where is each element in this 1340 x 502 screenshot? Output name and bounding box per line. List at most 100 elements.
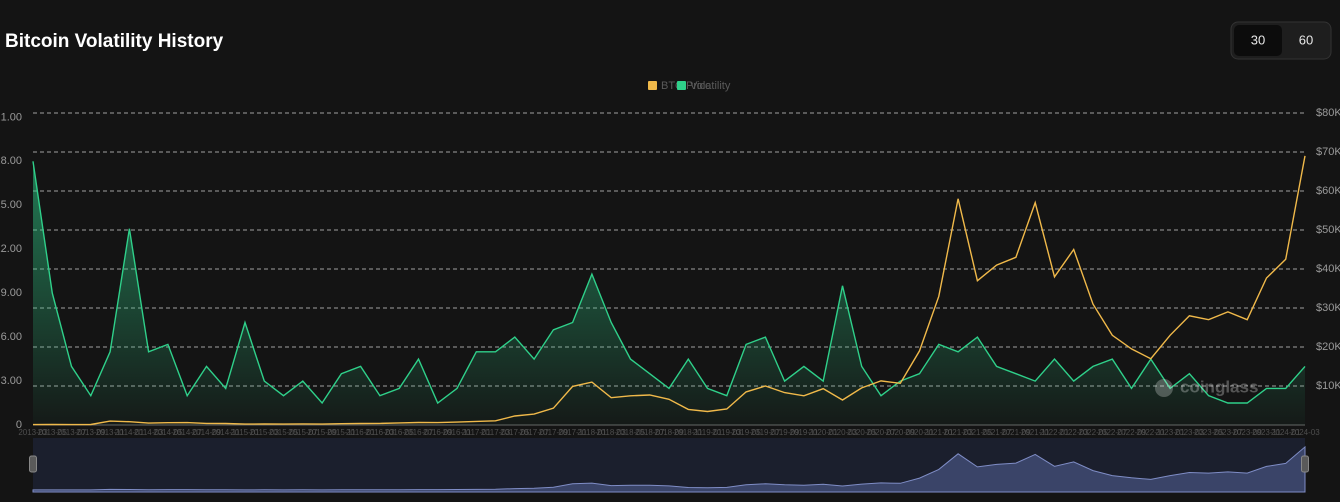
x-tick-label: 2013-09 bbox=[76, 428, 106, 437]
x-tick-label: 2015-01 bbox=[230, 428, 260, 437]
x-tick-label: 2019-05 bbox=[731, 428, 761, 437]
x-tick-label: 2013-11 bbox=[96, 428, 125, 437]
x-tick-label: 2019-03 bbox=[712, 428, 742, 437]
x-tick-label: 2015-07 bbox=[288, 428, 318, 437]
x-tick-label: 2024-01 bbox=[1271, 428, 1301, 437]
volatility-area bbox=[33, 161, 1305, 426]
x-tick-label: 2023-09 bbox=[1233, 428, 1263, 437]
x-tick-label: 2017-03 bbox=[481, 428, 511, 437]
x-tick-label: 2022-03 bbox=[1059, 428, 1089, 437]
x-tick-label: 2021-01 bbox=[924, 428, 954, 437]
x-tick-label: 2018-11 bbox=[674, 428, 703, 437]
x-tick-label: 2013-05 bbox=[38, 428, 68, 437]
x-tick-label: 2019-09 bbox=[770, 428, 800, 437]
x-tick-label: 2014-11 bbox=[211, 428, 240, 437]
y2-tick-label: $70K bbox=[1316, 146, 1340, 158]
x-tick-label: 2019-11 bbox=[790, 428, 819, 437]
x-tick-label: 2020-07 bbox=[866, 428, 896, 437]
x-tick-label: 2020-09 bbox=[886, 428, 916, 437]
y-tick-label: 0 bbox=[16, 419, 22, 431]
y2-tick-label: $80K bbox=[1316, 107, 1340, 119]
x-tick-label: 2019-01 bbox=[693, 428, 723, 437]
x-tick-label: 2016-11 bbox=[443, 428, 472, 437]
x-tick-label: 2017-01 bbox=[462, 428, 492, 437]
x-tick-label: 2016-09 bbox=[423, 428, 453, 437]
legend-label[interactable]: Volatility bbox=[690, 80, 731, 92]
title: Bitcoin Volatility History bbox=[5, 31, 224, 52]
x-tick-label: 2017-07 bbox=[519, 428, 549, 437]
x-tick-label: 2018-07 bbox=[635, 428, 665, 437]
legend-swatch bbox=[677, 81, 686, 90]
series-line bbox=[32, 155, 1306, 426]
x-tick-label: 2014-09 bbox=[192, 428, 222, 437]
toggle-button[interactable]: 30 bbox=[1251, 32, 1265, 47]
x-tick-label: 2020-03 bbox=[828, 428, 858, 437]
x-tick-label: 2015-11 bbox=[327, 428, 356, 437]
x-tick-label: 2021-07 bbox=[982, 428, 1012, 437]
x-tick-label: 2023-03 bbox=[1175, 428, 1205, 437]
y-tick-label: 18.00 bbox=[0, 155, 22, 167]
x-tick-label: 2017-09 bbox=[539, 428, 569, 437]
x-tick-label: 2022-09 bbox=[1117, 428, 1147, 437]
x-tick-label: 2014-01 bbox=[115, 428, 145, 437]
x-tick-label: 2018-05 bbox=[616, 428, 646, 437]
x-tick-label: 2014-03 bbox=[134, 428, 164, 437]
x-tick-label: 2014-05 bbox=[153, 428, 183, 437]
x-tick-label: 2013-03 bbox=[18, 428, 48, 437]
watermark-logo bbox=[1155, 379, 1173, 397]
x-tick-label: 2018-09 bbox=[654, 428, 684, 437]
navigator-handle[interactable] bbox=[29, 455, 37, 473]
x-tick-label: 2021-09 bbox=[1001, 428, 1031, 437]
x-tick-label: 2020-11 bbox=[905, 428, 934, 437]
y2-tick-label: $40K bbox=[1316, 263, 1340, 275]
x-tick-label: 2015-05 bbox=[269, 428, 299, 437]
y2-tick-label: $60K bbox=[1316, 185, 1340, 197]
x-tick-label: 2016-01 bbox=[346, 428, 376, 437]
x-tick-label: 2023-11 bbox=[1252, 428, 1281, 437]
x-tick-label: 2022-01 bbox=[1040, 428, 1070, 437]
x-tick-label: 2016-03 bbox=[365, 428, 395, 437]
x-tick-label: 2022-05 bbox=[1078, 428, 1108, 437]
toggle-button[interactable]: 60 bbox=[1299, 32, 1313, 47]
x-tick-label: 2016-07 bbox=[404, 428, 434, 437]
y-tick-label: 9.00 bbox=[1, 287, 22, 299]
y2-tick-label: $20K bbox=[1316, 341, 1340, 353]
x-tick-label: 2023-07 bbox=[1213, 428, 1243, 437]
x-tick-label: 2023-05 bbox=[1194, 428, 1224, 437]
x-tick-label: 2022-11 bbox=[1136, 428, 1165, 437]
y-tick-label: 6.00 bbox=[1, 331, 22, 343]
y-tick-label: 12.00 bbox=[0, 243, 22, 255]
legend-swatch bbox=[648, 81, 657, 90]
navigator-area bbox=[32, 445, 1306, 493]
x-tick-label: 2017-05 bbox=[500, 428, 530, 437]
y-tick-label: 15.00 bbox=[0, 199, 22, 211]
x-tick-label: 2017-11 bbox=[558, 428, 587, 437]
y-tick-label: 21.00 bbox=[0, 111, 22, 123]
x-tick-label: 2021-03 bbox=[943, 428, 973, 437]
x-tick-label: 2020-05 bbox=[847, 428, 877, 437]
legend-label[interactable]: BTC Price bbox=[661, 80, 711, 92]
x-tick-label: 2019-07 bbox=[751, 428, 781, 437]
navigator-handle[interactable] bbox=[1301, 455, 1309, 473]
y2-tick-label: $30K bbox=[1316, 302, 1340, 314]
y2-tick-label: $10K bbox=[1316, 380, 1340, 392]
x-tick-label: 2018-03 bbox=[597, 428, 627, 437]
series-line bbox=[32, 161, 1306, 405]
y-tick-label: 3.00 bbox=[1, 375, 22, 387]
x-tick-label: 2018-01 bbox=[577, 428, 607, 437]
y2-tick-label: $50K bbox=[1316, 224, 1340, 236]
x-tick-label: 2020-01 bbox=[809, 428, 839, 437]
x-tick-label: 2021-11 bbox=[1021, 428, 1050, 437]
watermark: coinglass bbox=[1180, 377, 1258, 396]
x-tick-label: 2015-03 bbox=[250, 428, 280, 437]
x-tick-label: 2015-09 bbox=[307, 428, 337, 437]
x-tick-label: 2021-05 bbox=[963, 428, 993, 437]
x-tick-label: 2024-03 bbox=[1290, 428, 1320, 437]
x-tick-label: 2014-07 bbox=[173, 428, 203, 437]
x-tick-label: 2023-01 bbox=[1155, 428, 1185, 437]
x-tick-label: 2016-05 bbox=[385, 428, 415, 437]
toggle-selected[interactable] bbox=[1234, 25, 1282, 56]
x-tick-label: 2022-07 bbox=[1098, 428, 1128, 437]
x-tick-label: 2013-07 bbox=[57, 428, 87, 437]
